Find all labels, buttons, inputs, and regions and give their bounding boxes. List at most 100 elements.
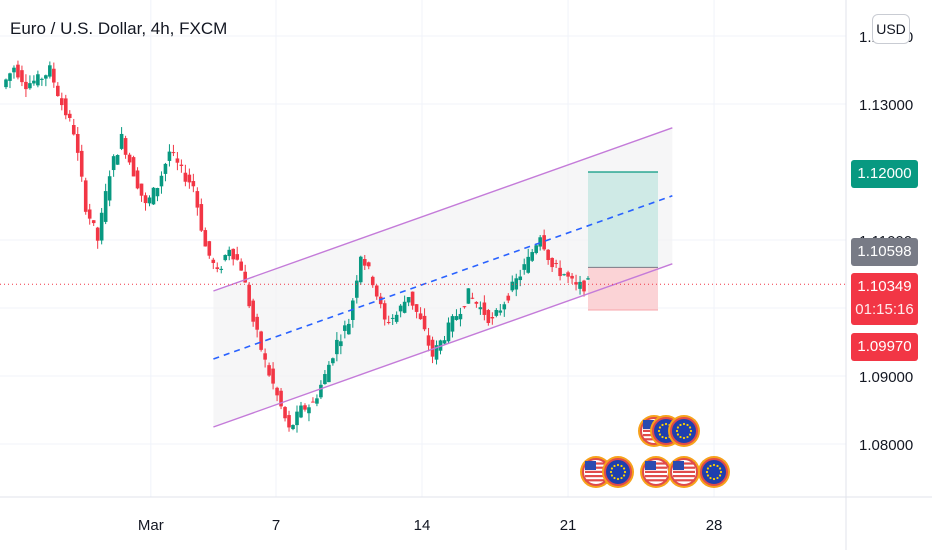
candle — [478, 301, 483, 315]
candle-body — [247, 284, 251, 307]
candle — [582, 279, 586, 297]
candle — [163, 162, 168, 182]
candle-body — [430, 339, 435, 357]
flag-star — [709, 476, 712, 480]
candle — [199, 198, 204, 233]
candle-body — [12, 67, 16, 73]
channel-median-line[interactable] — [213, 195, 673, 360]
flag-star — [686, 435, 689, 439]
profit-zone[interactable] — [588, 172, 658, 268]
candle-body — [570, 275, 574, 279]
flag-canton — [643, 420, 654, 429]
candle — [103, 183, 108, 225]
candle-body — [530, 252, 534, 261]
candle-body — [67, 113, 72, 118]
candle-body — [354, 280, 359, 298]
candle-body — [111, 156, 116, 171]
flag-stripe — [673, 479, 695, 482]
parallel-channel[interactable] — [213, 127, 673, 428]
candle-body — [562, 274, 566, 276]
candle — [470, 292, 475, 300]
flag-star — [706, 474, 710, 477]
candle-body — [283, 407, 287, 419]
candle — [518, 269, 523, 287]
candle — [430, 336, 435, 364]
price-tick-label: 1.13000 — [859, 97, 913, 114]
candle — [131, 155, 136, 177]
candle — [315, 394, 319, 407]
flag-star — [661, 435, 664, 439]
candle — [71, 118, 76, 136]
candle — [570, 273, 574, 284]
candle — [127, 152, 132, 165]
candle — [339, 334, 343, 355]
flag-star — [719, 470, 723, 474]
candle — [171, 144, 176, 157]
candle — [331, 357, 335, 366]
candle — [28, 75, 32, 90]
stop-price-tag: 1.09970 — [851, 333, 918, 361]
candle-body — [119, 133, 124, 149]
candle — [60, 92, 64, 111]
flag-star — [620, 476, 623, 480]
candle — [20, 65, 24, 87]
long-position-tool[interactable] — [588, 171, 658, 311]
candle-body — [287, 415, 291, 428]
candle-body — [75, 134, 80, 153]
candle — [410, 291, 415, 310]
flag-star — [623, 470, 627, 474]
candle — [386, 315, 391, 325]
candle-body — [478, 307, 483, 310]
candle — [147, 195, 152, 207]
loss-zone[interactable] — [588, 267, 658, 311]
candle — [398, 303, 403, 318]
candle — [271, 362, 275, 390]
candle-body — [235, 254, 240, 260]
candle-body — [374, 285, 379, 297]
candle-body — [151, 187, 156, 205]
candle-body — [219, 268, 224, 270]
candle-body — [155, 187, 160, 197]
candle — [79, 144, 84, 182]
time-tick-label: 14 — [414, 517, 431, 534]
candle-body — [279, 390, 283, 407]
last-price-value: 1.10349 — [857, 278, 912, 295]
flag-star — [622, 467, 626, 470]
candle-body — [143, 195, 148, 204]
candle-body — [414, 304, 419, 312]
candle — [287, 410, 291, 432]
candle — [175, 152, 180, 171]
candle-body — [99, 212, 104, 241]
candle — [486, 308, 491, 326]
channel-lower-line[interactable] — [213, 263, 673, 428]
candle-body — [398, 305, 403, 312]
candle-body — [343, 325, 347, 331]
candle-body — [418, 313, 423, 320]
candle-body — [32, 80, 36, 84]
candle — [259, 330, 263, 352]
usd-flag-icon — [640, 456, 672, 488]
candle — [63, 94, 68, 120]
candle — [291, 424, 295, 431]
candle-body — [299, 405, 303, 418]
candle-body — [255, 316, 259, 330]
candle — [434, 340, 439, 365]
candle — [215, 262, 220, 273]
usd-flag-icon — [580, 456, 612, 488]
candle-body — [259, 331, 263, 350]
candle — [390, 314, 395, 325]
candle-body — [239, 261, 243, 271]
currency-button[interactable]: USD — [872, 14, 910, 44]
candle-body — [370, 276, 375, 286]
flag-star — [712, 463, 716, 467]
candle — [32, 75, 36, 86]
candle-body — [538, 237, 542, 247]
candle-body — [183, 172, 188, 182]
channel-upper-line[interactable] — [213, 127, 673, 292]
candle — [83, 177, 88, 215]
flag-canton — [673, 461, 684, 470]
candle-body — [446, 322, 451, 342]
candle-body — [24, 81, 28, 90]
candle — [12, 65, 16, 79]
